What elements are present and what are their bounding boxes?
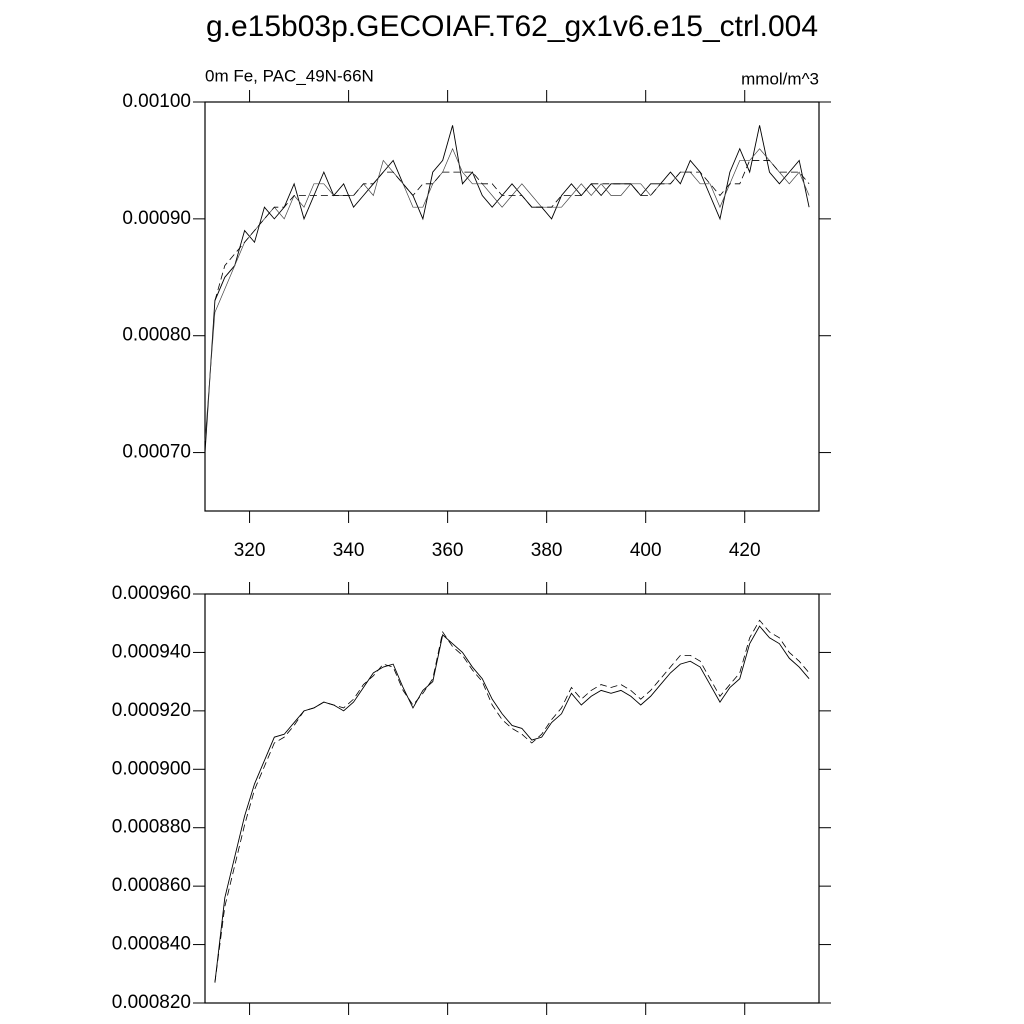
data-line [204,125,810,453]
data-line [214,160,810,301]
y-tick-label: 0.000940 [112,641,191,662]
x-tick-label: 320 [234,540,266,561]
y-tick-label: 0.000860 [112,875,191,896]
plot-frame [204,593,820,1004]
units-label: mmol/m^3 [741,69,819,88]
x-tick-label: 400 [630,540,662,561]
y-tick-label: 0.000900 [112,758,191,779]
y-tick-label: 0.000880 [112,817,191,838]
y-tick-label: 0.00090 [122,208,191,229]
y-tick-label: 0.000840 [112,934,191,955]
x-tick-label: 420 [729,540,761,561]
y-tick-label: 0.00100 [122,91,191,112]
x-tick-label: 380 [531,540,563,561]
figure-title: g.e15b03p.GECOIAF.T62_gx1v6.e15_ctrl.004 [206,10,818,43]
data-line [204,147,810,441]
subtitle: 0m Fe, PAC_49N-66N [205,66,374,85]
plot-frame [204,101,820,512]
y-tick-label: 0.00080 [122,325,191,346]
y-tick-label: 0.000820 [112,992,191,1013]
x-tick-label: 360 [432,540,464,561]
x-tick-label: 340 [333,540,365,561]
data-line [214,625,810,983]
data-line [214,619,810,983]
y-tick-label: 0.00070 [122,442,191,463]
y-tick-label: 0.000960 [112,583,191,604]
y-tick-label: 0.000920 [112,700,191,721]
